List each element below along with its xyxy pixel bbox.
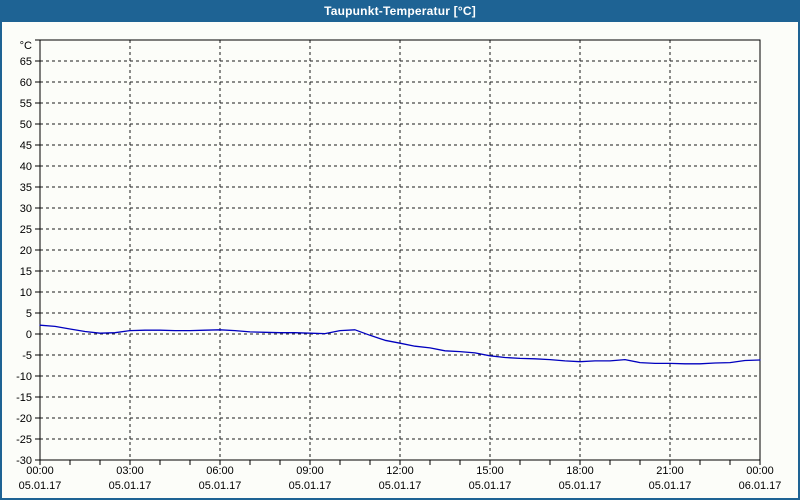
window-title: Taupunkt-Temperatur [°C] — [324, 4, 476, 18]
x-tick-time-label: 12:00 — [386, 465, 414, 477]
x-tick-date-label: 05.01.17 — [379, 480, 422, 492]
x-tick-time-label: 09:00 — [296, 465, 324, 477]
y-tick-label: -15 — [16, 392, 32, 404]
y-tick-label: 30 — [20, 203, 32, 215]
y-tick-label: 65 — [20, 56, 32, 68]
x-axis-labels: 00:00 05.01.17 03:00 05.01.17 06:00 05.01.17 0… — [19, 465, 782, 492]
x-tick-time-label: 21:00 — [656, 465, 684, 477]
x-tick-time-label: 06:00 — [206, 465, 234, 477]
x-tick-time-label: 03:00 — [116, 465, 144, 477]
x-tick-time-label: 18:00 — [566, 465, 594, 477]
chart-area: °C 65 60 55 50 45 40 35 30 25 20 15 10 5 0 -5 -10 -15 -20-… — [2, 22, 798, 498]
y-tick-label: 25 — [20, 224, 32, 236]
y-tick-label: 5 — [26, 308, 32, 320]
x-tick-date-label: 05.01.17 — [289, 480, 332, 492]
dewpoint-line-chart: °C65605550454035302520151050-5-10-15-20-… — [16, 39, 782, 492]
x-tick-date-label: 05.01.17 — [199, 480, 242, 492]
y-tick-label: 45 — [20, 140, 32, 152]
y-tick-label: 55 — [20, 98, 32, 110]
y-axis-unit-label: °C — [20, 40, 32, 52]
grid-lines — [40, 40, 760, 460]
y-tick-label: 60 — [20, 77, 32, 89]
axis-frame-and-ticks — [35, 39, 761, 465]
window-titlebar: Taupunkt-Temperatur [°C] — [0, 0, 800, 22]
y-tick-label: 20 — [20, 245, 32, 257]
y-axis-labels: °C65605550454035302520151050-5-10-15-20-… — [16, 40, 32, 467]
y-tick-label: -25 — [16, 434, 32, 446]
x-tick-date-label: 05.01.17 — [469, 480, 512, 492]
x-tick-date-label: 05.01.17 — [649, 480, 692, 492]
x-tick-date-label: 05.01.17 — [19, 480, 62, 492]
y-tick-label: -20 — [16, 413, 32, 425]
x-tick-date-label: 05.01.17 — [559, 480, 602, 492]
y-tick-label: 10 — [20, 287, 32, 299]
y-tick-label: -5 — [22, 350, 32, 362]
y-tick-label: 40 — [20, 161, 32, 173]
dewpoint-temperature-line — [39, 324, 761, 365]
x-tick-date-label: 05.01.17 — [109, 480, 152, 492]
y-tick-label: 15 — [20, 266, 32, 278]
y-tick-label: 0 — [26, 329, 32, 341]
x-tick-date-label: 06.01.17 — [739, 480, 782, 492]
y-tick-label: -10 — [16, 371, 32, 383]
x-tick-time-label: 00:00 — [746, 465, 774, 477]
data-series — [39, 324, 761, 365]
y-tick-label: 50 — [20, 119, 32, 131]
y-tick-label: -30 — [16, 455, 32, 467]
y-tick-label: 35 — [20, 182, 32, 194]
x-tick-time-label: 00:00 — [26, 465, 54, 477]
x-tick-time-label: 15:00 — [476, 465, 504, 477]
